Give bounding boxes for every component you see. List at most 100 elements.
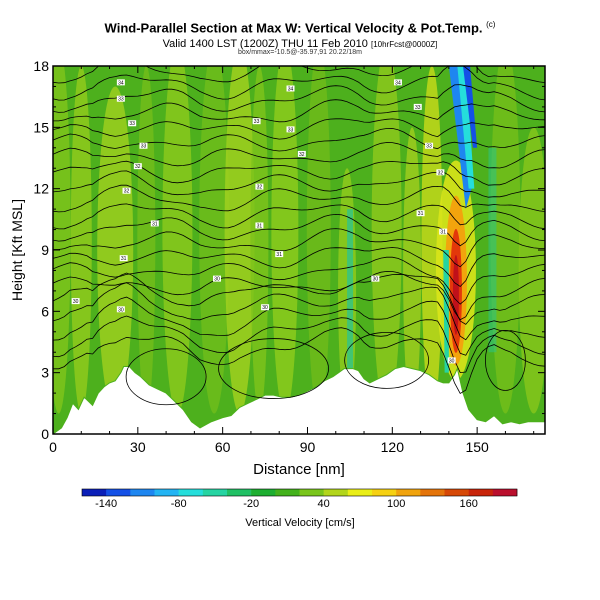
theta-contour-line <box>53 66 545 101</box>
theta-contour-line <box>53 170 545 198</box>
theta-label: 33 <box>288 127 294 133</box>
colorbar-swatch <box>347 489 373 496</box>
theta-label: 31 <box>440 230 446 236</box>
theta-label-bg <box>116 95 125 102</box>
y-tick-label: 9 <box>41 242 49 258</box>
theta-label: 31 <box>257 223 263 229</box>
theta-label: 34 <box>395 80 401 86</box>
velocity-streak <box>371 66 402 414</box>
x-tick-label: 90 <box>300 439 316 455</box>
theta-label-bg <box>286 126 295 133</box>
chart-info-line: box/mmax=-10.5@-35.97,91 20.22/18m <box>237 49 363 56</box>
velocity-streak <box>518 127 545 414</box>
theta-label-bg <box>275 251 284 258</box>
colorbar-swatch <box>130 489 155 496</box>
theta-label: 33 <box>415 105 421 111</box>
velocity-streak <box>53 66 71 414</box>
theta-label-bg <box>413 103 422 110</box>
theta-label: 32 <box>299 152 305 158</box>
theta-contour-line <box>53 228 545 268</box>
theta-label: 33 <box>129 121 135 127</box>
x-axis-label: Distance [nm] <box>253 461 345 478</box>
velocity-streak <box>421 66 443 414</box>
theta-label-bg <box>139 142 148 149</box>
y-tick-label: 15 <box>33 119 49 135</box>
theta-label-bg <box>297 150 306 157</box>
theta-label-bg <box>261 304 270 311</box>
x-tick-label: 0 <box>49 439 57 455</box>
theta-label-bg <box>71 298 80 305</box>
theta-label: 31 <box>276 252 282 258</box>
downdraft-streak <box>488 147 497 353</box>
theta-label: 32 <box>257 185 263 191</box>
colorbar-swatch <box>275 489 300 496</box>
theta-contour-cell <box>485 329 526 391</box>
x-tick-label: 150 <box>465 439 489 455</box>
y-tick-label: 0 <box>41 426 49 442</box>
theta-label-bg <box>122 187 131 194</box>
colorbar-swatch <box>444 489 469 496</box>
y-tick-label: 6 <box>41 303 49 319</box>
theta-contour-cell <box>218 338 329 399</box>
velocity-streak <box>271 66 299 414</box>
theta-contour-line <box>53 213 545 247</box>
theta-label-bg <box>286 85 295 92</box>
theta-label-bg <box>119 255 128 262</box>
colorbar-swatch <box>154 489 179 496</box>
velocity-streak <box>162 66 193 414</box>
velocity-streak <box>250 66 269 414</box>
colorbar-swatch <box>202 489 228 496</box>
colorbar-tick-label: 160 <box>459 498 477 510</box>
colorbar-swatch <box>396 489 421 496</box>
chart-subtitle: Valid 1400 LST (1200Z) THU 11 Feb 2010 [… <box>0 38 600 50</box>
chart-title-text: Wind-Parallel Section at Max W: Vertical… <box>104 20 483 36</box>
theta-label-bg <box>255 222 264 229</box>
colorbar-tick-label: -80 <box>171 498 187 510</box>
subtitle-tag: [10hrFcst@0000Z] <box>370 40 438 49</box>
colorbar: -140 -80 -20 40 100 160 <box>81 488 518 510</box>
x-tick-label: 60 <box>215 439 231 455</box>
theta-label: 32 <box>124 189 130 195</box>
colorbar-swatch <box>468 489 494 496</box>
theta-contour-line <box>53 270 545 321</box>
theta-contours <box>53 66 545 406</box>
downdraft-core <box>457 66 475 189</box>
downdraft-streak <box>347 209 354 373</box>
theta-contour-line <box>53 203 545 230</box>
theta-label-bg <box>128 120 137 127</box>
velocity-streak <box>70 66 92 414</box>
colorbar-swatch <box>372 489 397 496</box>
theta-label: 33 <box>118 97 124 103</box>
theta-contour-line <box>53 247 545 288</box>
theta-label: 30 <box>449 358 455 364</box>
theta-contour-cell <box>344 331 430 389</box>
y-tick-label: 18 <box>33 58 49 74</box>
theta-label: 31 <box>121 256 127 262</box>
theta-label-bg <box>252 118 261 125</box>
title-mark: (c) <box>486 20 496 29</box>
colorbar-swatch <box>323 489 349 496</box>
updraft-core <box>452 254 459 335</box>
colorbar-tick-label: 100 <box>387 498 405 510</box>
theta-contour-line <box>53 296 545 356</box>
colorbar-swatch <box>227 489 252 496</box>
colorbar-swatch <box>299 489 324 496</box>
y-axis-label: Height [Kft MSL] <box>9 199 25 301</box>
theta-label: 32 <box>135 164 141 170</box>
subtitle-text: Valid 1400 LST (1200Z) THU 11 Feb 2010 <box>162 38 368 50</box>
theta-label-bg <box>116 306 125 313</box>
theta-label-bg <box>436 169 445 176</box>
theta-contour-line <box>53 99 545 123</box>
theta-label: 34 <box>118 80 124 86</box>
theta-label-bg <box>425 142 434 149</box>
colorbar-swatch <box>82 489 107 496</box>
theta-contour-line <box>53 118 545 140</box>
theta-label: 33 <box>254 119 260 125</box>
theta-label-bg <box>150 220 159 227</box>
colorbar-swatch <box>251 489 276 496</box>
theta-contour-line <box>53 327 545 395</box>
theta-label-bg <box>255 183 264 190</box>
colorbar-label: Vertical Velocity [cm/s] <box>245 517 355 529</box>
theta-label: 30 <box>118 307 124 313</box>
theta-label: 34 <box>288 86 294 92</box>
